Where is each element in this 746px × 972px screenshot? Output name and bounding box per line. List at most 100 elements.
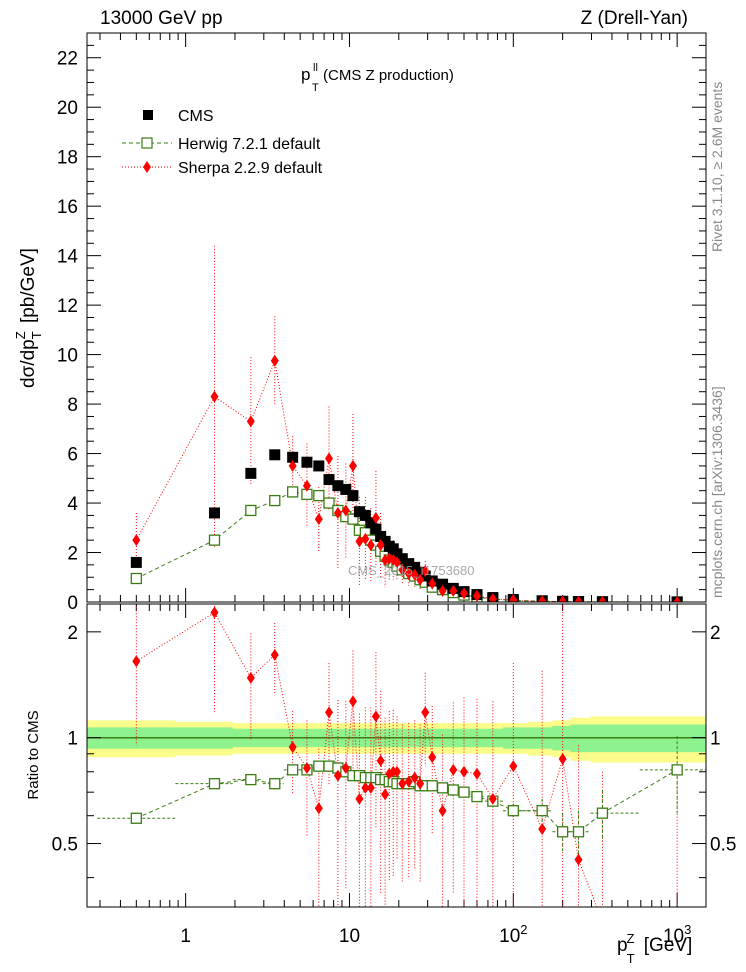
sherpa-point <box>410 568 419 581</box>
herwig-point <box>313 489 325 502</box>
y-tick-label: 0 <box>67 593 78 614</box>
cms-point <box>323 474 335 486</box>
main-plot-data <box>130 245 683 602</box>
herwig-ratio-point <box>426 780 438 792</box>
ratio-y-tick-label: 2 <box>67 623 78 644</box>
sherpa-point <box>459 587 468 600</box>
plot-title: p ll T (CMS Z production) <box>301 62 454 94</box>
sherpa-point <box>509 594 518 602</box>
herwig-point <box>130 572 142 585</box>
legend-entry-cms: CMS <box>143 108 214 125</box>
y-tick-label: 6 <box>67 445 78 466</box>
sherpa-point <box>538 595 547 602</box>
sherpa-ratio-point <box>459 765 468 778</box>
herwig-point <box>269 494 281 507</box>
legend-entry-herwig: Herwig 7.2.1 default <box>122 136 321 153</box>
x-tick-label: 10 <box>339 926 360 947</box>
sherpa-point <box>421 565 430 578</box>
sherpa-ratio-point <box>488 792 497 805</box>
legend-marker-herwig <box>141 137 153 149</box>
sherpa-ratio-point <box>574 853 583 866</box>
herwig-point <box>245 504 257 517</box>
sherpa-point <box>210 390 219 403</box>
sherpa-ratio-point <box>288 741 297 754</box>
sherpa-ratio-line <box>136 611 598 907</box>
x-axis-label: pTZ [GeV] <box>617 931 692 966</box>
ratio-y-tick-label: 1 <box>67 729 78 750</box>
legend-label-sherpa: Sherpa 2.2.9 default <box>178 160 323 177</box>
sherpa-point <box>598 595 607 602</box>
main-plot-ticks: 0 2 4 6 8 10 12 14 16 18 20 22 <box>57 32 706 614</box>
sherpa-point <box>574 595 583 602</box>
legend-marker-cms <box>143 110 153 120</box>
sherpa-point <box>404 567 413 580</box>
sherpa-ratio-point <box>314 802 323 815</box>
herwig-ratio-point <box>536 805 548 817</box>
cms-point <box>347 490 359 502</box>
sherpa-ratio-point <box>381 788 390 801</box>
sherpa-point <box>392 556 401 569</box>
sherpa-point <box>325 452 334 465</box>
herwig-ratio-point <box>458 786 470 798</box>
x-tick-label: 102 <box>499 922 527 947</box>
cms-point <box>301 456 313 468</box>
sherpa-point <box>371 511 380 524</box>
rivet-version-label: Rivet 3.1.10, ≥ 2.6M events <box>709 82 725 252</box>
cms-point <box>340 483 352 495</box>
x-tick-label: 103 <box>663 922 691 947</box>
sherpa-ratio-point <box>246 671 255 684</box>
sherpa-point <box>302 479 311 492</box>
cms-point <box>208 507 220 519</box>
sherpa-point <box>132 534 141 547</box>
sherpa-ratio-point <box>302 762 311 775</box>
ratio-plot-data <box>97 604 706 928</box>
y-tick-label: 16 <box>57 197 78 218</box>
sherpa-point <box>341 504 350 517</box>
sherpa-ratio-point <box>210 606 219 619</box>
cms-point <box>403 558 415 570</box>
sherpa-ratio-point <box>410 771 419 784</box>
sherpa-ratio-point <box>132 655 141 668</box>
herwig-ratio-point <box>269 778 281 790</box>
herwig-ratio-line <box>136 765 678 833</box>
sherpa-point <box>428 577 437 590</box>
sherpa-point <box>416 573 425 586</box>
sherpa-ratio-point <box>270 648 279 661</box>
herwig-point <box>208 534 221 546</box>
sherpa-ratio-point <box>416 777 425 790</box>
main-plot-panel: 0 2 4 6 8 10 12 14 16 18 20 22 CMS_2015_I1753680 p … <box>13 32 707 614</box>
y-tick-label: 12 <box>57 296 78 317</box>
y-tick-label: 20 <box>57 98 78 119</box>
sherpa-ratio-point <box>449 763 458 776</box>
cms-point <box>353 506 365 518</box>
ratio-reference-bands <box>87 716 706 763</box>
sherpa-ratio-point <box>421 706 430 719</box>
x-tick-label: 1 <box>180 926 191 947</box>
header-process-label: 13000 GeV pp <box>100 8 223 29</box>
ratio-y-tick-label: 2 <box>710 623 721 644</box>
sherpa-point <box>361 532 370 545</box>
analysis-watermark: CMS_2015_I1753680 <box>348 563 475 578</box>
sherpa-ratio-point <box>538 822 547 835</box>
legend-entry-sherpa: Sherpa 2.2.9 default <box>122 160 323 177</box>
cms-point <box>313 460 325 472</box>
herwig-ratio-point <box>596 807 609 819</box>
svg-text:dσ/dpTZ [pb/GeV]: dσ/dpTZ [pb/GeV] <box>13 248 44 388</box>
sherpa-ratio-point <box>355 792 364 805</box>
cms-point <box>437 578 449 590</box>
sherpa-ratio-point <box>392 765 401 778</box>
sherpa-point <box>314 513 323 526</box>
sherpa-ratio-point <box>509 760 518 773</box>
plot-title-subscript: T <box>312 82 319 94</box>
legend: CMS Herwig 7.2.1 default Sherpa 2.2.9 de… <box>122 108 323 177</box>
sherpa-ratio-point <box>398 777 407 790</box>
plot-title-rest: (CMS Z production) <box>323 67 454 84</box>
y-tick-label: 8 <box>67 395 78 416</box>
sherpa-point <box>355 535 364 548</box>
y-tick-label: 22 <box>57 49 78 70</box>
sherpa-point <box>472 589 481 602</box>
herwig-ratio-point <box>447 784 459 796</box>
ratio-plot-frame <box>86 603 707 908</box>
sherpa-ratio-point <box>598 916 606 928</box>
